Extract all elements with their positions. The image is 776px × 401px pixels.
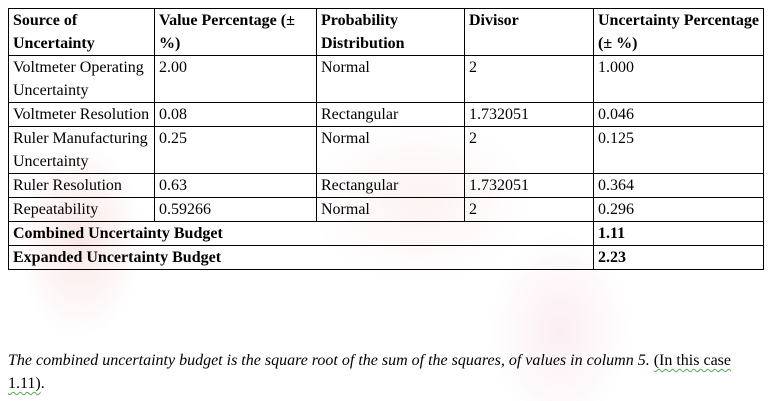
table-cell: 0.046 <box>593 102 764 127</box>
table-cell: Voltmeter Operating Uncertainty <box>8 55 155 103</box>
table-cell: 0.63 <box>154 173 317 198</box>
table-header-row: Source of Uncertainty Value Percentage (… <box>8 8 764 56</box>
table-cell: Ruler Resolution <box>8 173 155 198</box>
caption-end: . <box>40 375 45 392</box>
table-cell: 2.00 <box>154 55 317 103</box>
caption-note: (In this case 1.11) <box>8 352 732 392</box>
table-cell: Normal <box>316 197 465 222</box>
column-header: Probability Distribution <box>316 8 465 56</box>
table-cell: 0.25 <box>154 126 317 174</box>
column-header: Source of Uncertainty <box>8 8 155 56</box>
expanded-budget-row: Expanded Uncertainty Budget 2.23 <box>8 245 764 270</box>
combined-budget-label: Combined Uncertainty Budget <box>8 221 594 246</box>
table-cell: Rectangular <box>316 173 465 198</box>
uncertainty-budget-table: Source of Uncertainty Value Percentage (… <box>8 8 764 270</box>
table-cell: 2 <box>464 197 594 222</box>
table-cell: Repeatability <box>8 197 155 222</box>
table-cell: 1.732051 <box>464 173 594 198</box>
table-row: Voltmeter Resolution 0.08 Rectangular 1.732… <box>8 102 764 127</box>
table-cell: 0.08 <box>154 102 317 127</box>
table-cell: Normal <box>316 126 465 174</box>
caption-text: The combined uncertainty budget is the s… <box>8 352 654 369</box>
column-header: Uncertainty Percentage (± %) <box>593 8 764 56</box>
combined-budget-row: Combined Uncertainty Budget 1.11 <box>8 221 764 246</box>
table-row: Repeatability 0.59266 Normal 2 0.296 <box>8 197 764 222</box>
table-cell: 0.364 <box>593 173 764 198</box>
table-caption: The combined uncertainty budget is the s… <box>8 349 768 395</box>
table-cell: Ruler Manufacturing Uncertainty <box>8 126 155 174</box>
table-cell: 2 <box>464 126 594 174</box>
expanded-budget-value: 2.23 <box>593 245 764 270</box>
combined-budget-value: 1.11 <box>593 221 764 246</box>
column-header: Divisor <box>464 8 594 56</box>
expanded-budget-label: Expanded Uncertainty Budget <box>8 245 594 270</box>
table-row: Ruler Manufacturing Uncertainty 0.25 Norma… <box>8 126 764 174</box>
table-cell: 2 <box>464 55 594 103</box>
table-cell: Normal <box>316 55 465 103</box>
table-cell: 0.125 <box>593 126 764 174</box>
table-cell: 1.732051 <box>464 102 594 127</box>
table-cell: 0.59266 <box>154 197 317 222</box>
table-cell: Rectangular <box>316 102 465 127</box>
table-row: Ruler Resolution 0.63 Rectangular 1.732051 0… <box>8 173 764 198</box>
table-cell: 1.000 <box>593 55 764 103</box>
table-cell: Voltmeter Resolution <box>8 102 155 127</box>
table-cell: 0.296 <box>593 197 764 222</box>
column-header: Value Percentage (± %) <box>154 8 317 56</box>
table-row: Voltmeter Operating Uncertainty 2.00 Norma… <box>8 55 764 103</box>
